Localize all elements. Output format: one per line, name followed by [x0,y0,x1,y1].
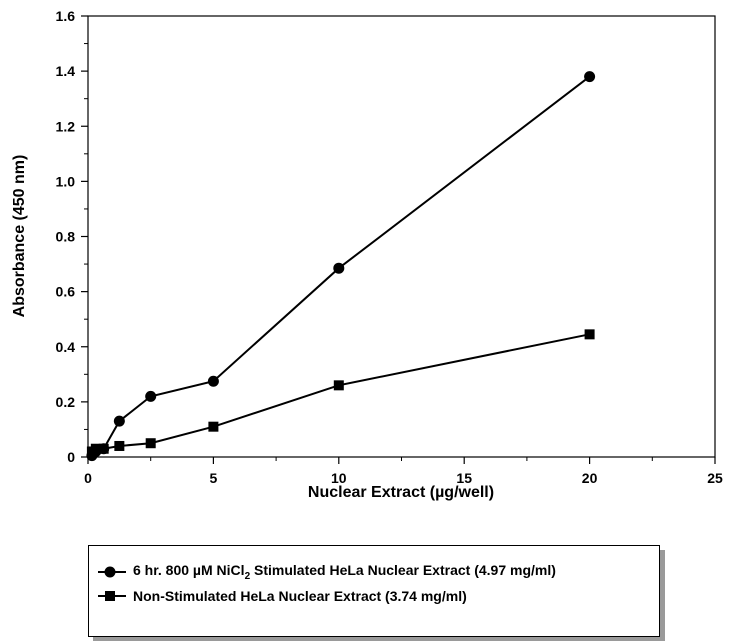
legend-label-stimulated: 6 hr. 800 µM NiCl2 Stimulated HeLa Nucle… [133,562,556,582]
series-square [86,329,595,457]
legend-circle-marker-icon [98,566,126,578]
series-layer [86,71,596,462]
data-point-square [584,329,595,340]
data-point-circle [584,71,596,83]
data-point-square [333,380,344,391]
data-point-square [145,438,156,449]
x-tick-label: 10 [331,470,347,486]
data-point-square [98,443,109,454]
x-tick-label: 0 [84,470,92,486]
y-tick-label: 1.6 [56,8,76,24]
chart: 0 5 10 15 20 25 0 0.2 0.4 0.6 0.8 1.0 1.2 1.4 1.6 Nuc… [11,8,723,501]
y-tick-label: 1.4 [56,63,76,79]
data-point-circle [113,415,125,427]
data-point-circle [207,375,219,387]
data-point-circle [145,390,157,402]
x-axis-label: Nuclear Extract (µg/well) [308,484,494,501]
y-axis: 0 0.2 0.4 0.6 0.8 1.0 1.2 1.4 1.6 [56,8,88,465]
legend-item-nonstimulated: Non-Stimulated HeLa Nuclear Extract (3.7… [97,586,467,606]
y-axis-label: Absorbance (450 nm) [11,155,28,318]
y-tick-label: 0.2 [56,394,76,410]
y-tick-label: 0.8 [56,229,76,245]
y-tick-label: 0.6 [56,284,76,300]
y-tick-label: 1.2 [56,118,76,134]
x-tick-label: 5 [210,470,218,486]
data-point-square [90,443,101,454]
data-point-circle [333,262,345,274]
plot-frame [87,15,716,458]
x-tick-label: 25 [707,470,723,486]
x-axis: 0 5 10 15 20 25 [84,457,723,486]
series-circle [86,71,596,462]
y-tick-label: 0.4 [56,339,76,355]
x-tick-label: 20 [582,470,598,486]
legend: 6 hr. 800 µM NiCl2 Stimulated HeLa Nucle… [88,545,660,637]
legend-label-nonstimulated: Non-Stimulated HeLa Nuclear Extract (3.7… [133,588,467,604]
x-tick-label: 15 [456,470,472,486]
y-tick-label: 1.0 [56,173,76,189]
data-point-square [208,421,219,432]
y-tick-label: 0 [67,449,75,465]
data-point-square [114,440,125,451]
legend-item-stimulated: 6 hr. 800 µM NiCl2 Stimulated HeLa Nucle… [97,562,556,582]
legend-square-marker-icon [98,591,126,601]
